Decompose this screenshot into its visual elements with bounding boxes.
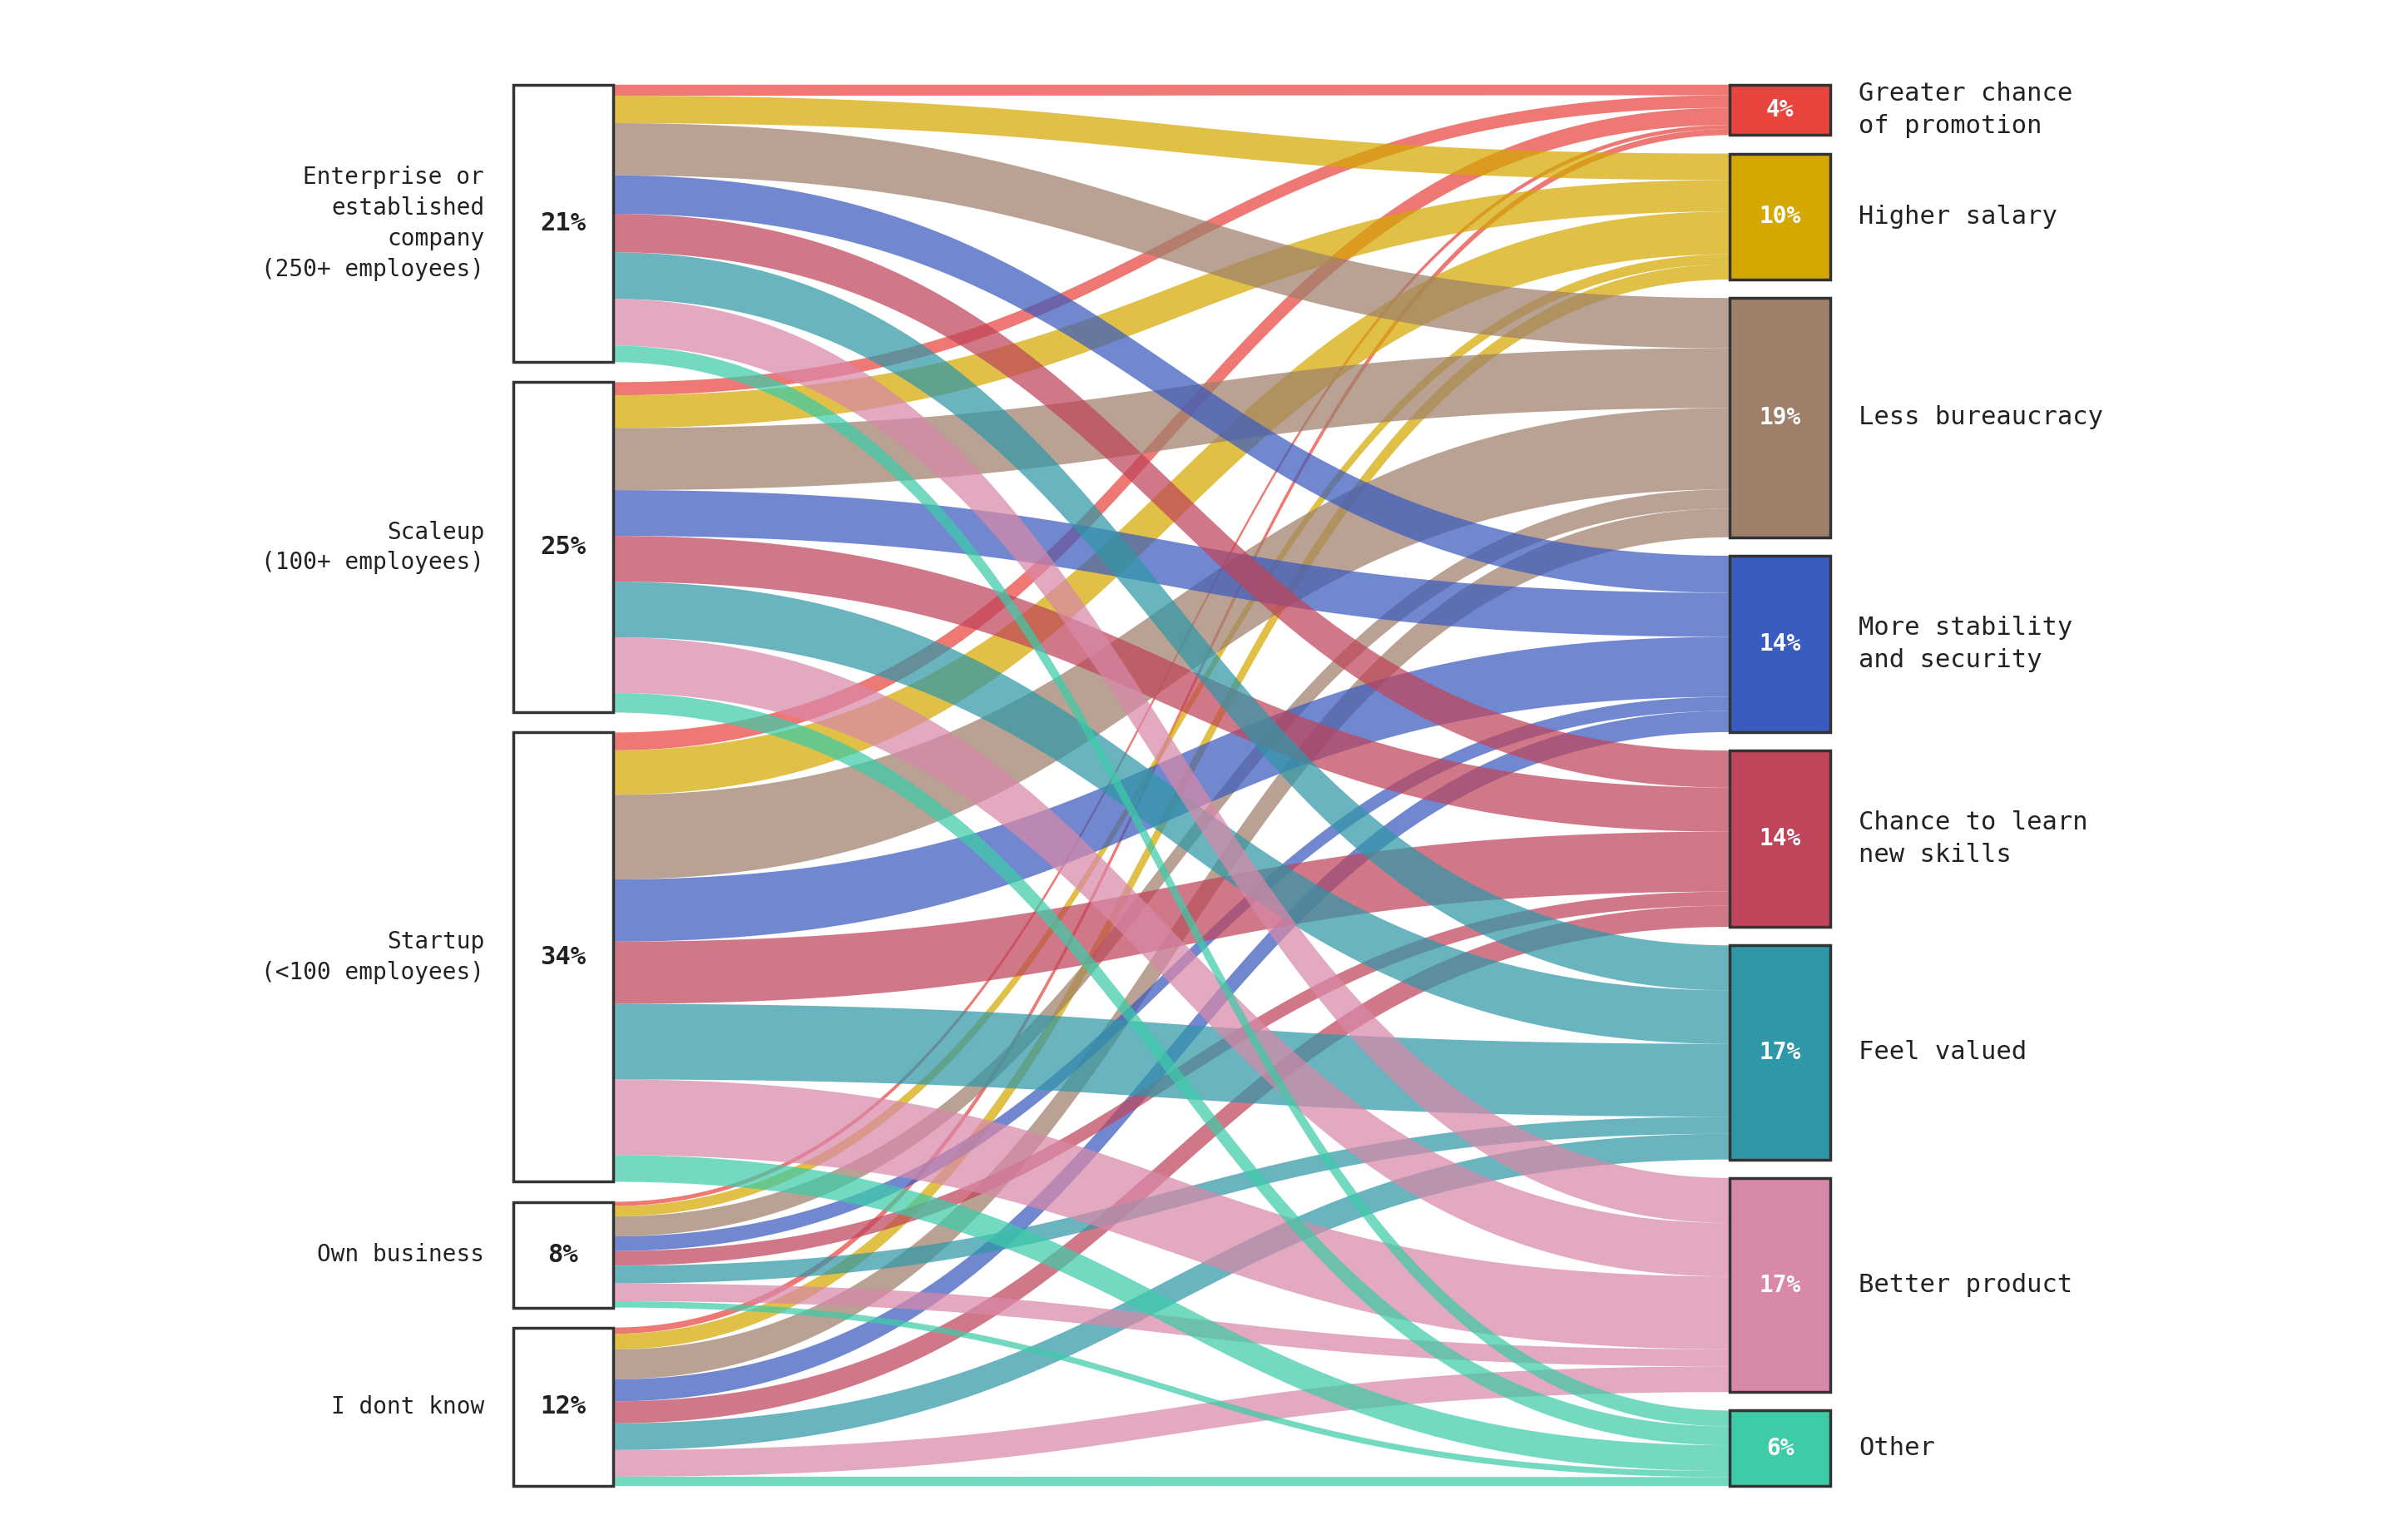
Polygon shape: [613, 638, 1730, 1277]
Polygon shape: [613, 95, 1730, 180]
Polygon shape: [613, 1477, 1730, 1486]
Text: 17%: 17%: [1758, 1041, 1801, 1064]
Polygon shape: [613, 1004, 1730, 1116]
Polygon shape: [613, 490, 1730, 1237]
Text: 21%: 21%: [539, 211, 587, 236]
Text: Chance to learn
new skills: Chance to learn new skills: [1859, 810, 2088, 867]
Polygon shape: [613, 348, 1730, 490]
Text: 10%: 10%: [1758, 205, 1801, 228]
Text: Better product: Better product: [1859, 1274, 2073, 1297]
Polygon shape: [613, 1080, 1730, 1349]
Polygon shape: [613, 129, 1730, 1334]
Text: 19%: 19%: [1758, 407, 1801, 430]
Text: I dont know: I dont know: [332, 1395, 484, 1418]
Polygon shape: [613, 1301, 1730, 1477]
Polygon shape: [613, 638, 1730, 941]
Text: Feel valued: Feel valued: [1859, 1041, 2026, 1064]
Text: 8%: 8%: [549, 1243, 577, 1267]
Polygon shape: [613, 123, 1730, 348]
Text: 14%: 14%: [1758, 827, 1801, 850]
Polygon shape: [613, 693, 1730, 1446]
FancyBboxPatch shape: [1730, 556, 1830, 732]
Text: 4%: 4%: [1766, 99, 1794, 122]
Polygon shape: [613, 176, 1730, 593]
Polygon shape: [613, 832, 1730, 1004]
Text: More stability
and security: More stability and security: [1859, 616, 2073, 671]
Polygon shape: [613, 85, 1730, 95]
FancyBboxPatch shape: [1730, 750, 1830, 927]
Text: Higher salary: Higher salary: [1859, 205, 2057, 228]
Text: 12%: 12%: [539, 1395, 587, 1418]
FancyBboxPatch shape: [1730, 946, 1830, 1160]
Polygon shape: [613, 1116, 1730, 1283]
FancyBboxPatch shape: [1730, 297, 1830, 537]
Polygon shape: [613, 254, 1730, 1217]
Text: Less bureaucracy: Less bureaucracy: [1859, 405, 2104, 430]
Text: 14%: 14%: [1758, 633, 1801, 656]
Polygon shape: [613, 1155, 1730, 1471]
Text: 17%: 17%: [1758, 1274, 1801, 1297]
Text: Greater chance
of promotion: Greater chance of promotion: [1859, 82, 2073, 139]
Polygon shape: [613, 906, 1730, 1423]
Polygon shape: [613, 180, 1730, 428]
Polygon shape: [613, 711, 1730, 1401]
Polygon shape: [613, 536, 1730, 832]
Polygon shape: [613, 125, 1730, 1206]
FancyBboxPatch shape: [513, 733, 613, 1181]
Polygon shape: [613, 214, 1730, 787]
Text: 25%: 25%: [539, 536, 587, 559]
Polygon shape: [613, 696, 1730, 1250]
FancyBboxPatch shape: [1730, 154, 1830, 279]
Text: Own business: Own business: [317, 1243, 484, 1266]
Polygon shape: [613, 253, 1730, 990]
Polygon shape: [613, 211, 1730, 795]
Polygon shape: [613, 345, 1730, 1426]
FancyBboxPatch shape: [1730, 1178, 1830, 1392]
Polygon shape: [613, 1133, 1730, 1451]
Text: Scaleup
(100+ employees): Scaleup (100+ employees): [262, 521, 484, 574]
FancyBboxPatch shape: [513, 1201, 613, 1307]
FancyBboxPatch shape: [513, 85, 613, 362]
Polygon shape: [613, 508, 1730, 1380]
FancyBboxPatch shape: [513, 1327, 613, 1486]
Polygon shape: [613, 490, 1730, 638]
Text: Other: Other: [1859, 1437, 1935, 1460]
Text: 6%: 6%: [1766, 1437, 1794, 1460]
FancyBboxPatch shape: [1730, 85, 1830, 136]
Polygon shape: [613, 582, 1730, 1044]
Polygon shape: [613, 95, 1730, 396]
Polygon shape: [613, 408, 1730, 879]
FancyBboxPatch shape: [513, 382, 613, 713]
Text: Enterprise or
established
company
(250+ employees): Enterprise or established company (250+ …: [262, 166, 484, 280]
FancyBboxPatch shape: [1730, 1411, 1830, 1486]
Text: 34%: 34%: [539, 946, 587, 969]
Polygon shape: [613, 265, 1730, 1349]
Text: Startup
(<100 employees): Startup (<100 employees): [262, 930, 484, 984]
Polygon shape: [613, 892, 1730, 1266]
Polygon shape: [613, 1283, 1730, 1366]
Polygon shape: [613, 108, 1730, 750]
Polygon shape: [613, 1366, 1730, 1477]
Polygon shape: [613, 299, 1730, 1223]
